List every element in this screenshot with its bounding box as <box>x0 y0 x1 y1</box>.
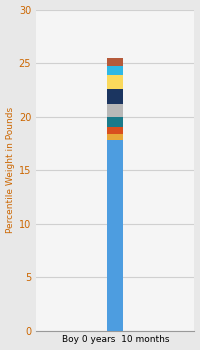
Bar <box>107 75 123 89</box>
Bar <box>107 134 123 140</box>
Bar <box>107 117 123 127</box>
Bar <box>107 58 123 66</box>
Bar <box>107 104 123 117</box>
Y-axis label: Percentile Weight in Pounds: Percentile Weight in Pounds <box>6 107 15 233</box>
Bar <box>107 140 123 331</box>
Bar <box>107 89 123 104</box>
Bar <box>107 127 123 134</box>
Bar <box>107 66 123 75</box>
